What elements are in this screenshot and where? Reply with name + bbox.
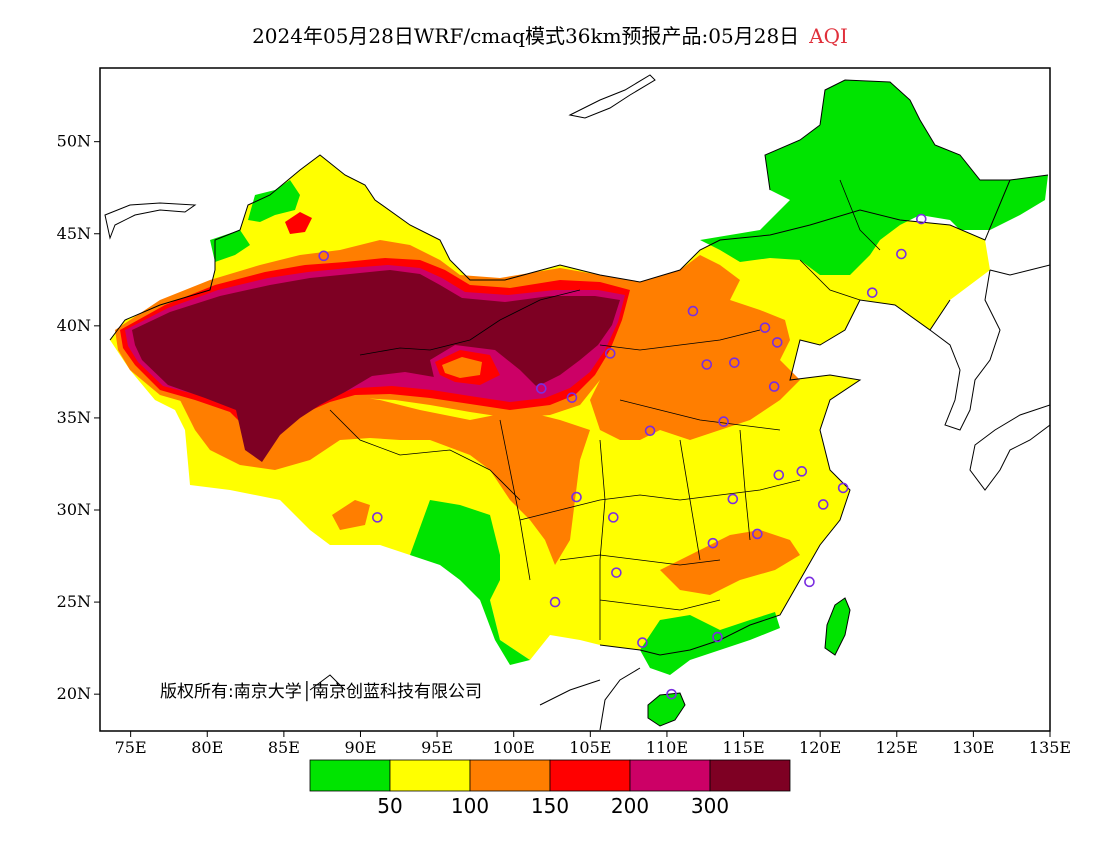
legend-threshold-label: 100 [451,794,489,818]
station-marker [896,248,907,260]
coastline-russia-east [989,264,1050,276]
station-marker [837,482,849,494]
station-marker [718,416,729,427]
station-marker [318,250,330,262]
coastline-korea [929,269,1001,431]
legend-threshold-label: 150 [531,794,569,818]
station-marker [796,466,808,477]
station-marker [666,688,677,700]
x-tick-label: 80E [191,738,223,757]
station-marker [701,359,713,370]
x-tick-label: 75E [115,738,147,757]
map-frame [99,67,1051,732]
y-tick-label: 25N [57,592,91,611]
station-marker [644,425,656,437]
station-marker [687,305,699,317]
aqi-area-orange-north [590,255,800,440]
station-marker [752,528,763,540]
y-tick-label: 40N [57,316,91,335]
aqi-area-red-spot [285,212,312,234]
title-text: 2024年05月28日WRF/cmaq模式36km预报产品:05月28日 [252,24,800,48]
aqi-area-orange-south-central [660,530,800,595]
x-tick-label: 105E [569,738,611,757]
station-marker [707,537,719,549]
x-tick-label: 120E [799,738,841,757]
aqi-area-green-taiwan [825,598,850,655]
station-marker [566,392,578,403]
taiwan-outline [824,597,851,656]
legend: 50 100 150 200 300 [309,759,791,818]
station-marker [804,576,815,588]
legend-swatch [549,759,631,792]
x-tick-label: 85E [268,738,300,757]
aqi-area-green-altai [248,180,300,222]
station-marker [773,469,785,481]
aqi-area-green-northeast [700,80,1048,275]
x-tick-label: 130E [952,738,994,757]
y-tick-label: 50N [57,132,91,151]
x-tick-label: 95E [421,738,453,757]
x-axis: 75E 80E 85E 90E 95E 100E 105E 110E 115E 120E 125E 1… [115,731,1071,757]
map-title: 2024年05月28日WRF/cmaq模式36km预报产品:05月28日 AQI [0,20,1100,49]
y-tick-label: 20N [57,684,91,703]
aqi-area-orange-qaidam [442,357,482,378]
station-marker [817,499,829,510]
legend-swatch [389,759,471,792]
aqi-area-green-hainan [648,693,685,726]
y-tick-label: 30N [57,500,91,519]
station-marker [729,357,740,368]
station-marker [771,337,783,348]
legend-threshold-label: 300 [691,794,729,818]
monitoring-stations [318,213,927,700]
y-tick-label: 35N [57,408,91,427]
station-marker [768,381,780,392]
legend-swatch [469,759,551,792]
coastline-southeast-asia [309,667,641,731]
copyright-text: 版权所有:南京大学│南京创蓝科技有限公司 [160,681,482,702]
station-marker [608,512,619,523]
x-tick-label: 90E [344,738,376,757]
station-marker [712,631,723,643]
station-marker [611,567,622,578]
aqi-field [110,80,1048,726]
station-marker [604,348,616,359]
station-marker [866,287,878,298]
legend-swatch [309,759,391,792]
title-variable: AQI [809,24,848,48]
aqi-area-orange-tibet-spot [332,500,370,530]
station-marker [571,491,582,503]
country-border [109,79,1049,341]
x-tick-label: 115E [722,738,764,757]
legend-threshold-label: 50 [377,794,402,818]
legend-swatch [629,759,711,792]
x-tick-label: 110E [646,738,688,757]
x-tick-label: 100E [493,738,535,757]
legend-swatch [709,759,791,792]
aqi-area-orange-tibet-fringe [180,395,590,565]
x-tick-label: 125E [876,738,918,757]
province-borders [329,179,881,640]
station-marker [727,493,739,505]
lake-baikal [568,74,656,119]
station-marker [915,213,927,225]
aqi-area-green-southwest [410,500,530,665]
y-tick-label: 45N [57,224,91,243]
y-axis: 50N 45N 40N 35N 30N 25N 20N [57,132,100,703]
boundaries [104,74,1050,731]
x-tick-label: 135E [1029,738,1071,757]
aqi-area-maroon [132,270,620,462]
station-marker [535,383,547,394]
station-marker [372,512,383,523]
coastline-japan [969,404,1050,491]
station-marker [549,596,561,608]
station-marker [637,637,648,648]
lake-balkhash [104,202,197,240]
hainan-outline [647,692,686,727]
station-marker [759,322,771,333]
legend-threshold-label: 200 [611,794,649,818]
